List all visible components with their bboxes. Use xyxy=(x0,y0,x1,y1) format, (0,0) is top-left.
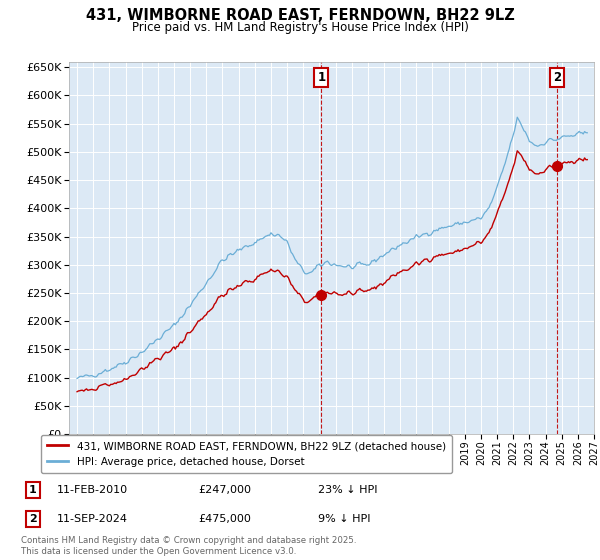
Text: 11-SEP-2024: 11-SEP-2024 xyxy=(57,514,128,524)
Text: 1: 1 xyxy=(29,485,37,495)
Text: 1: 1 xyxy=(317,71,325,84)
Text: Contains HM Land Registry data © Crown copyright and database right 2025.
This d: Contains HM Land Registry data © Crown c… xyxy=(21,536,356,556)
Text: Price paid vs. HM Land Registry's House Price Index (HPI): Price paid vs. HM Land Registry's House … xyxy=(131,21,469,34)
Legend: 431, WIMBORNE ROAD EAST, FERNDOWN, BH22 9LZ (detached house), HPI: Average price: 431, WIMBORNE ROAD EAST, FERNDOWN, BH22 … xyxy=(41,435,452,473)
Text: 11-FEB-2010: 11-FEB-2010 xyxy=(57,485,128,495)
Text: £475,000: £475,000 xyxy=(198,514,251,524)
Text: 431, WIMBORNE ROAD EAST, FERNDOWN, BH22 9LZ: 431, WIMBORNE ROAD EAST, FERNDOWN, BH22 … xyxy=(86,8,514,24)
Text: £247,000: £247,000 xyxy=(198,485,251,495)
Text: 23% ↓ HPI: 23% ↓ HPI xyxy=(318,485,377,495)
Text: 9% ↓ HPI: 9% ↓ HPI xyxy=(318,514,371,524)
Text: 2: 2 xyxy=(553,71,561,84)
Text: 2: 2 xyxy=(29,514,37,524)
